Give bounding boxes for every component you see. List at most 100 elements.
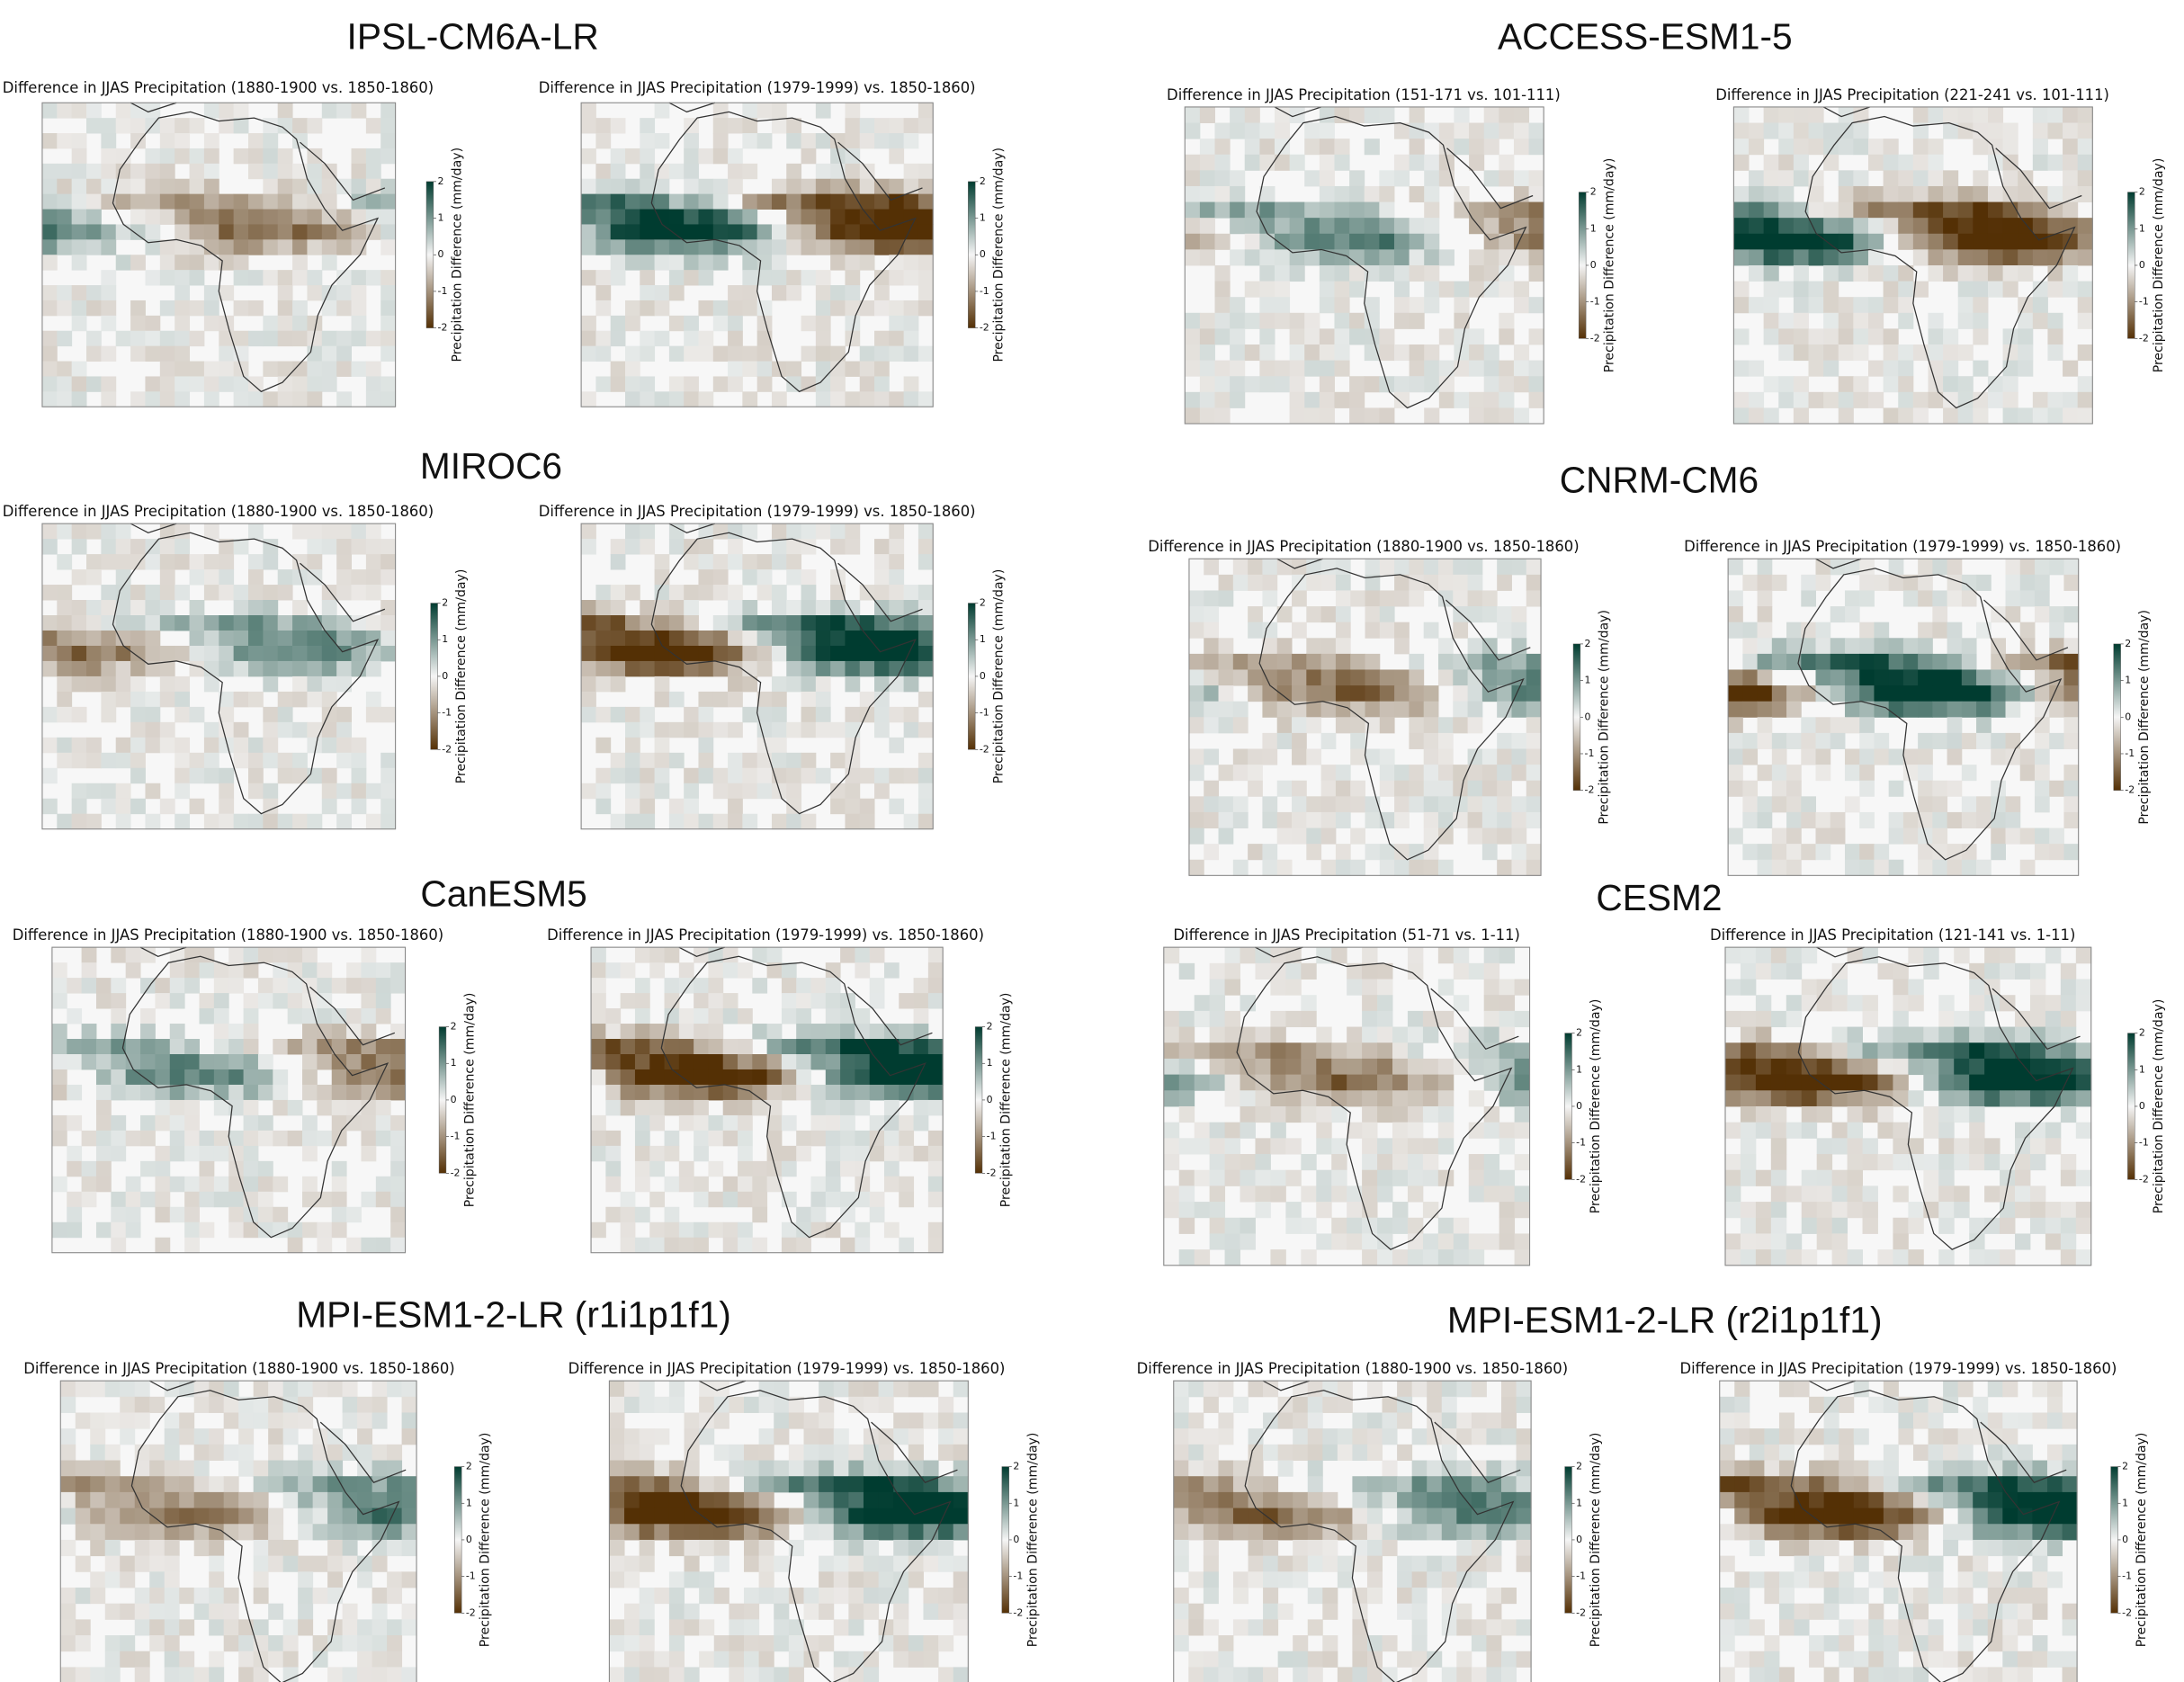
map-cell [307, 239, 322, 255]
map-cell [669, 210, 685, 225]
map-cell [1938, 1027, 1954, 1043]
map-cell [1499, 170, 1514, 186]
map-cell [1438, 765, 1454, 781]
map-cell [86, 600, 102, 615]
map-cell [140, 978, 156, 993]
map-cell [258, 1054, 273, 1069]
map-cell [1932, 622, 1947, 639]
map-cell [2020, 860, 2036, 876]
map-cell [361, 1115, 376, 1131]
map-cell [160, 376, 175, 391]
map-cell [1984, 1249, 2000, 1266]
map-cell [1832, 1138, 1848, 1154]
map-cell [595, 270, 611, 285]
map-cell [728, 585, 743, 600]
map-cell [1943, 361, 1958, 377]
map-cell [244, 1024, 259, 1039]
map-cell [640, 1651, 655, 1668]
map-cell [1529, 249, 1544, 265]
map-cell [1832, 1075, 1848, 1091]
map-cell [268, 1476, 283, 1492]
map-cell [772, 391, 787, 407]
map-cell [1233, 669, 1249, 685]
map-cell [224, 1476, 239, 1492]
map-cell [2018, 344, 2033, 361]
map-cell [1868, 139, 1884, 155]
map-cell [204, 316, 219, 331]
map-cell [1179, 1218, 1195, 1234]
map-cell [120, 1651, 135, 1668]
map-cell [258, 993, 273, 1008]
map-cell [1469, 361, 1484, 377]
map-cell [380, 539, 396, 554]
map-cell [2003, 218, 2018, 234]
map-cell [786, 239, 801, 255]
map-cell [1823, 282, 1839, 298]
map-cell [209, 1604, 224, 1620]
map-cell [1962, 812, 1977, 828]
map-cell [591, 1222, 606, 1238]
map-cell [1816, 749, 1831, 765]
map-cell [1275, 107, 1290, 123]
map-cell [669, 1397, 685, 1413]
map-cell [402, 1397, 417, 1413]
map-cell [1497, 812, 1512, 828]
map-cell [621, 1085, 636, 1100]
map-cell [244, 1192, 259, 1207]
map-cell [909, 1651, 924, 1668]
map-cell [2078, 282, 2093, 298]
map-cell [390, 962, 406, 978]
map-cell [1848, 1185, 1863, 1202]
map-cell [713, 631, 729, 646]
map-cell [1439, 123, 1455, 139]
map-cell [248, 783, 264, 799]
colorbar-label: Precipitation Difference (mm/day) [450, 148, 464, 362]
map-cell [278, 391, 293, 407]
map-cell [1292, 812, 1307, 828]
map-cell [728, 164, 743, 179]
map-cell [1204, 590, 1219, 606]
map-cell [322, 539, 337, 554]
map-cell [1928, 170, 1943, 186]
map-cell [1908, 995, 1923, 1011]
map-cell [2047, 123, 2063, 139]
map-cell [782, 1115, 797, 1131]
map-cell [621, 962, 636, 978]
map-cell [874, 661, 890, 676]
map-cell [175, 224, 190, 239]
map-cell [1424, 344, 1439, 361]
map-cell [884, 1100, 900, 1115]
map-cell [1958, 186, 1974, 202]
map-cell [845, 270, 860, 285]
map-cell [1453, 765, 1468, 781]
map-cell [698, 224, 713, 239]
map-cell [1245, 155, 1260, 171]
map-cell [1439, 361, 1455, 377]
map-cell [1515, 1233, 1530, 1249]
map-cell [685, 1524, 700, 1540]
map-cell [1321, 575, 1337, 591]
map-cell [1469, 218, 1484, 234]
map-cell [1275, 218, 1290, 234]
map-title: Difference in JJAS Precipitation (1979-1… [568, 1360, 1006, 1377]
map-cell [1499, 282, 1514, 298]
map-cell [1515, 1123, 1530, 1139]
map-cell [1454, 123, 1469, 139]
map-cell [1306, 828, 1321, 845]
map-cell [1758, 622, 1773, 639]
map-cell [1913, 139, 1929, 155]
map-cell [199, 1069, 214, 1085]
map-cell [1529, 328, 1544, 344]
map-cell [834, 1556, 849, 1572]
map-cell [1969, 1027, 1984, 1043]
map-cell [679, 1069, 694, 1085]
map-cell [248, 148, 264, 164]
map-cell [1958, 249, 1974, 265]
map-cell [1380, 559, 1395, 575]
map-cell [376, 1039, 391, 1054]
map-cell [1898, 407, 1913, 424]
map-cell [387, 1571, 402, 1588]
map-cell [352, 738, 367, 753]
map-cell [757, 133, 773, 148]
map-cell [332, 1207, 347, 1222]
